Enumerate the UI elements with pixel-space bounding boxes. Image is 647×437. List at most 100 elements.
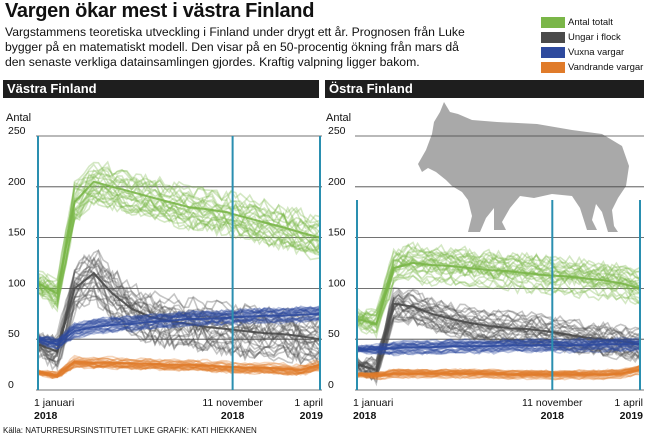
series-antal-totalt: [356, 241, 641, 340]
series-line: [356, 249, 641, 323]
series-line: [37, 194, 321, 310]
series-line: [37, 363, 321, 379]
series-line: [356, 338, 641, 351]
x-tick-year: 2019: [620, 410, 644, 422]
series-line: [356, 253, 641, 326]
series-line: [37, 161, 321, 288]
series-line: [356, 338, 641, 350]
legend-label-pups: Ungar i flock: [568, 32, 621, 43]
series-mean-line: [357, 343, 640, 351]
y-tick-label: 150: [8, 227, 26, 239]
series-line: [37, 195, 321, 310]
legend-swatch-dispersing: [541, 62, 565, 73]
series-line: [37, 360, 321, 377]
series-line: [37, 354, 321, 375]
series-line: [37, 172, 321, 295]
panel-title-east: Östra Finland: [325, 80, 644, 98]
series-line: [356, 370, 641, 381]
series-line: [356, 364, 641, 376]
series-line: [356, 293, 641, 367]
series-line: [37, 316, 321, 348]
series-line: [37, 170, 321, 293]
chart-lead-text: Vargstammens teoretiska utveckling i Fin…: [5, 25, 465, 69]
series-line: [356, 315, 641, 382]
series-line: [356, 294, 641, 369]
series-line: [37, 362, 321, 378]
series-line: [37, 307, 321, 345]
x-tick-label: 11 november: [522, 397, 583, 409]
series-line: [356, 339, 641, 349]
series-line: [356, 365, 641, 376]
series-mean-line: [356, 302, 641, 371]
series-line: [356, 346, 641, 356]
series-line: [37, 317, 321, 350]
y-tick-label: 250: [8, 125, 26, 137]
series-line: [356, 288, 641, 366]
series-line: [37, 284, 321, 371]
series-line: [356, 364, 641, 376]
series-line: [356, 346, 641, 355]
series-line: [37, 305, 321, 343]
series-line: [37, 361, 321, 378]
series-line: [37, 356, 321, 375]
series-line: [37, 189, 321, 305]
series-line: [356, 296, 641, 375]
series-line: [37, 272, 321, 353]
y-tick-label: 150: [328, 227, 346, 239]
series-line: [37, 357, 321, 375]
series-line: [356, 269, 641, 334]
x-tick-label: 11 november: [202, 397, 263, 409]
series-line: [356, 365, 641, 377]
series-line: [37, 248, 321, 342]
series-line: [356, 241, 641, 316]
legend: Antal totalt Ungar i flock Vuxna vargar …: [541, 15, 643, 75]
series-line: [356, 263, 641, 331]
series-line: [356, 347, 641, 356]
series-line: [356, 241, 641, 320]
legend-item-adults: Vuxna vargar: [541, 45, 643, 60]
series-line: [37, 363, 321, 378]
series-line: [357, 246, 641, 318]
series-line: [356, 346, 641, 355]
series-line: [37, 169, 321, 293]
series-line: [37, 281, 321, 364]
series-line: [356, 338, 641, 350]
series-line: [37, 364, 321, 379]
series-line: [37, 293, 321, 365]
legend-label-dispersing: Vandrande vargar: [568, 62, 644, 73]
series-line: [356, 301, 641, 374]
chart-title: Vargen ökar mest i västra Finland: [5, 0, 315, 22]
series-line: [356, 316, 641, 378]
series-line: [356, 266, 641, 330]
y-tick-label: 50: [8, 328, 20, 340]
legend-swatch-pups: [541, 32, 565, 43]
series-line: [37, 257, 321, 345]
legend-swatch-total: [541, 17, 565, 28]
legend-item-total: Antal totalt: [541, 15, 643, 30]
series-line: [37, 272, 321, 358]
series-line: [37, 306, 321, 344]
series-vandrande-vargar: [356, 364, 641, 381]
series-line: [356, 251, 641, 326]
series-line: [37, 305, 321, 341]
series-line: [37, 316, 321, 350]
series-line: [356, 373, 641, 381]
series-line: [37, 196, 321, 307]
series-line: [356, 250, 641, 318]
y-tick-label: 200: [8, 176, 26, 188]
series-line: [37, 273, 321, 361]
series-line: [37, 362, 321, 378]
series-line: [356, 373, 641, 381]
series-mean-line: [37, 360, 321, 376]
series-line: [37, 197, 321, 303]
series-line: [37, 191, 321, 299]
series-line: [356, 337, 641, 351]
series-line: [356, 312, 641, 384]
y-tick-label: 100: [8, 277, 26, 289]
series-line: [37, 172, 321, 290]
panel-title-west: Västra Finland: [3, 80, 319, 98]
series-line: [37, 289, 321, 368]
series-line: [356, 344, 641, 355]
